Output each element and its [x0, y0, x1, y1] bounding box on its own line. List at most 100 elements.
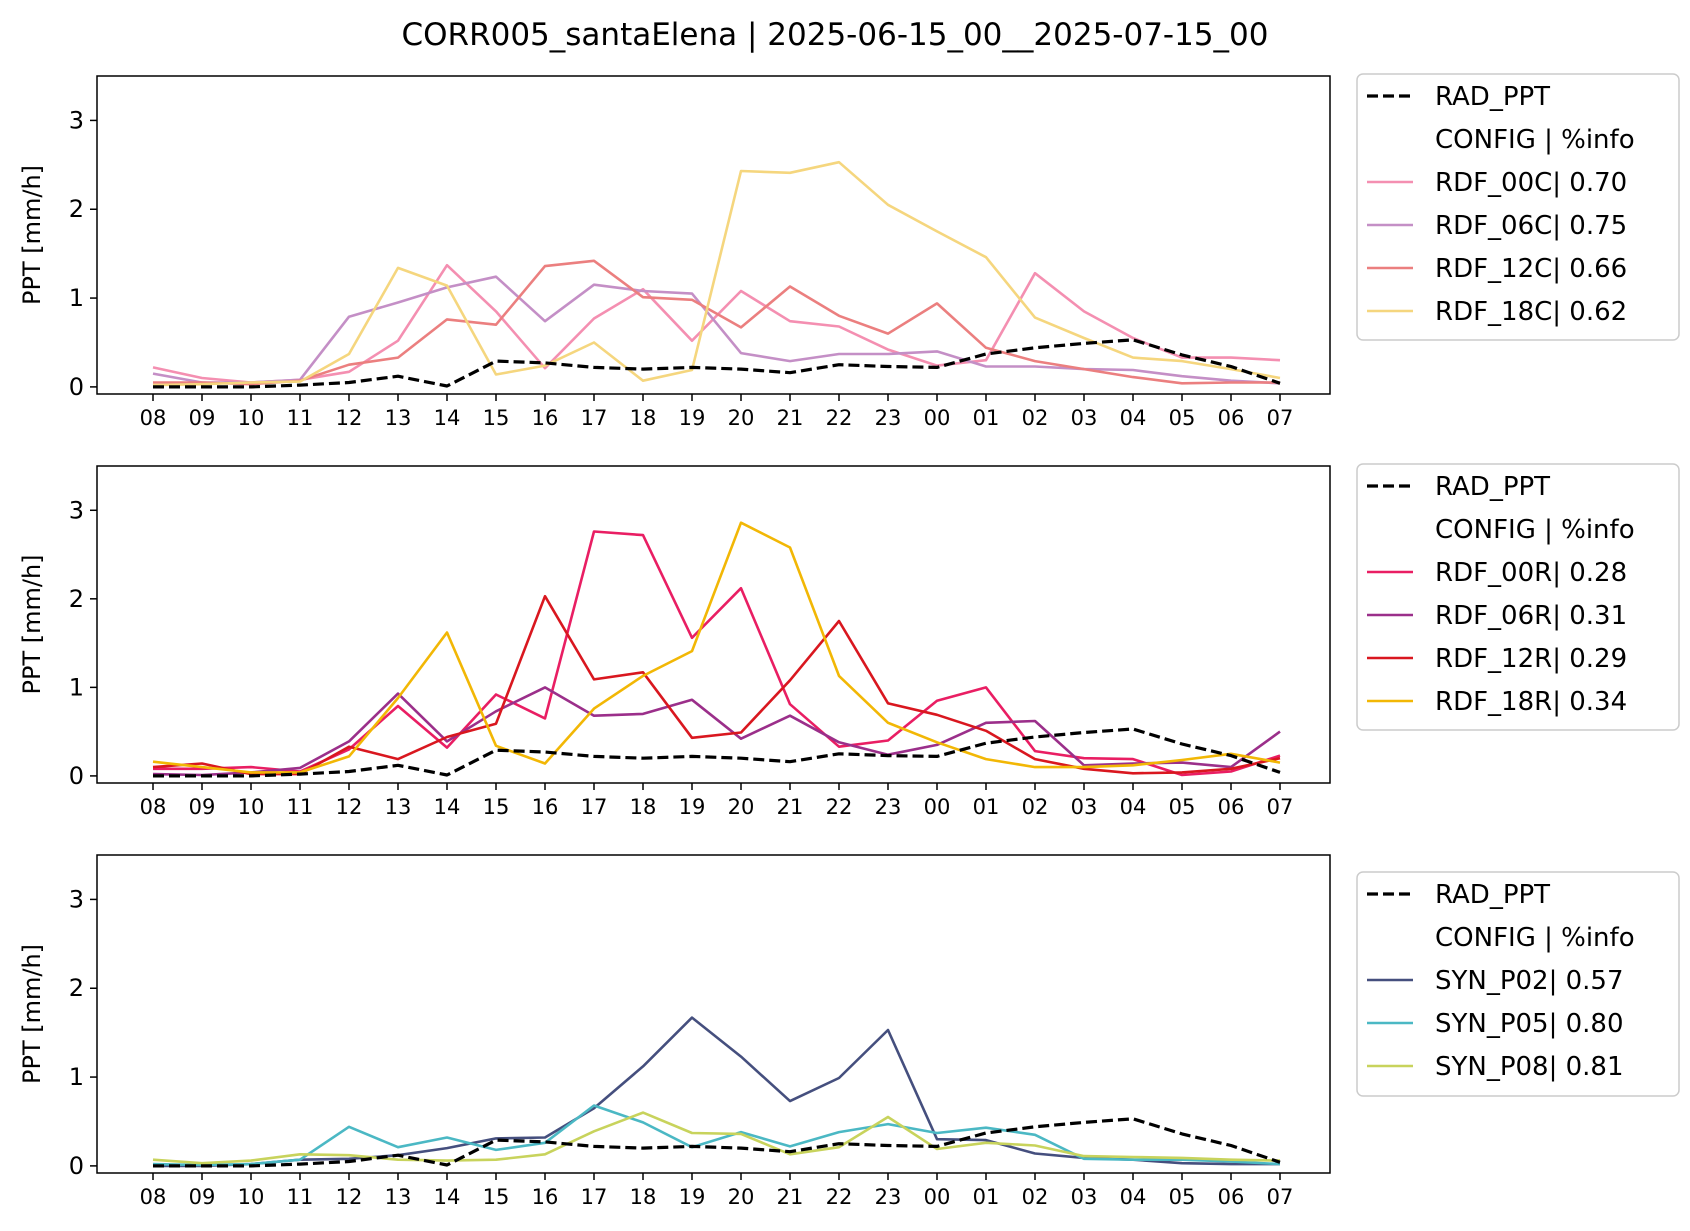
- x-tick-label: 11: [287, 406, 314, 430]
- x-tick-label: 20: [728, 406, 755, 430]
- x-tick-label: 07: [1267, 406, 1294, 430]
- x-tick-label: 21: [777, 795, 804, 819]
- x-tick-label: 23: [875, 795, 902, 819]
- x-tick-label: 15: [483, 1185, 510, 1209]
- legend-header: CONFIG | %info: [1435, 923, 1635, 953]
- x-tick-label: 18: [630, 1185, 657, 1209]
- x-tick-label: 13: [385, 406, 412, 430]
- x-tick-label: 13: [385, 795, 412, 819]
- series-line: [152, 686, 1281, 777]
- x-tick-label: 01: [973, 406, 1000, 430]
- x-tick-label: 10: [238, 795, 265, 819]
- x-tick-label: 15: [483, 795, 510, 819]
- y-tick-label: 3: [69, 106, 84, 134]
- y-tick-label: 0: [69, 373, 84, 401]
- series-line: [153, 259, 1280, 386]
- legend-label: SYN_P05| 0.80: [1435, 1009, 1624, 1039]
- x-tick-label: 20: [728, 795, 755, 819]
- x-tick-label: 12: [336, 1185, 363, 1209]
- legend-label: RDF_06R| 0.31: [1435, 601, 1627, 631]
- x-tick-label: 00: [924, 406, 951, 430]
- series-line: [152, 521, 1281, 774]
- chart-suptitle: CORR005_santaElena | 2025-06-15_00__2025…: [401, 17, 1268, 53]
- series-line: [152, 1111, 1281, 1165]
- x-tick-label: 17: [581, 406, 608, 430]
- axes-frame: [96, 75, 1331, 395]
- y-tick-label: 3: [69, 496, 84, 524]
- x-tick-label: 05: [1169, 1185, 1196, 1209]
- x-tick-label: 03: [1071, 795, 1098, 819]
- x-tick-label: 14: [434, 795, 461, 819]
- x-tick-label: 16: [532, 1185, 559, 1209]
- x-tick-label: 03: [1071, 1185, 1098, 1209]
- x-tick-label: 07: [1267, 1185, 1294, 1209]
- x-tick-label: 11: [287, 1185, 314, 1209]
- y-tick-label: 2: [69, 585, 84, 613]
- x-tick-label: 13: [385, 1185, 412, 1209]
- x-tick-label: 16: [532, 795, 559, 819]
- x-tick-label: 06: [1218, 406, 1245, 430]
- x-tick-label: 01: [973, 795, 1000, 819]
- y-tick-label: 2: [69, 974, 84, 1002]
- x-tick-label: 07: [1267, 795, 1294, 819]
- y-tick-label: 0: [69, 1152, 84, 1180]
- x-tick-label: 19: [679, 406, 706, 430]
- x-tick-label: 04: [1120, 795, 1147, 819]
- x-tick-label: 22: [826, 795, 853, 819]
- x-tick-label: 05: [1169, 406, 1196, 430]
- legend-label: RDF_06C| 0.75: [1435, 211, 1627, 241]
- series-line: [152, 263, 1281, 384]
- x-tick-label: 09: [189, 795, 216, 819]
- x-tick-label: 22: [826, 406, 853, 430]
- x-tick-label: 02: [1022, 406, 1049, 430]
- x-tick-label: 03: [1071, 406, 1098, 430]
- axes-frame: [96, 854, 1331, 1174]
- x-tick-label: 10: [238, 1185, 265, 1209]
- x-tick-label: 00: [924, 1185, 951, 1209]
- x-tick-label: 08: [140, 1185, 167, 1209]
- series-line: [152, 594, 1281, 776]
- x-tick-label: 16: [532, 406, 559, 430]
- series-line: [153, 1117, 1281, 1168]
- series-line: [153, 530, 1281, 777]
- legend-label: RDF_12R| 0.29: [1435, 644, 1627, 674]
- x-tick-label: 08: [140, 406, 167, 430]
- x-tick-label: 04: [1120, 406, 1147, 430]
- y-axis-label: PPT [mm/h]: [18, 554, 46, 694]
- x-tick-label: 04: [1120, 1185, 1147, 1209]
- x-tick-label: 10: [238, 406, 265, 430]
- x-tick-label: 06: [1218, 795, 1245, 819]
- y-tick-label: 2: [69, 195, 84, 223]
- legend-header: CONFIG | %info: [1435, 515, 1635, 545]
- x-tick-label: 23: [875, 1185, 902, 1209]
- x-tick-label: 01: [973, 1185, 1000, 1209]
- x-tick-label: 21: [777, 406, 804, 430]
- legend-label: RAD_PPT: [1435, 82, 1550, 112]
- x-tick-label: 02: [1022, 795, 1049, 819]
- legend-box: [1356, 73, 1680, 341]
- x-tick-label: 23: [875, 406, 902, 430]
- x-tick-label: 06: [1218, 1185, 1245, 1209]
- x-tick-label: 00: [924, 795, 951, 819]
- x-tick-label: 14: [434, 1185, 461, 1209]
- series-line: [152, 1104, 1281, 1167]
- y-tick-label: 1: [69, 284, 84, 312]
- legend-label: RDF_12C| 0.66: [1435, 254, 1627, 284]
- x-tick-label: 12: [336, 795, 363, 819]
- y-tick-label: 0: [69, 762, 84, 790]
- x-tick-label: 02: [1022, 1185, 1049, 1209]
- y-tick-label: 1: [69, 673, 84, 701]
- x-tick-label: 22: [826, 1185, 853, 1209]
- x-tick-label: 20: [728, 1185, 755, 1209]
- legend-header: CONFIG | %info: [1435, 125, 1635, 155]
- x-tick-label: 08: [140, 795, 167, 819]
- legend-box: [1356, 463, 1680, 731]
- x-tick-label: 21: [777, 1185, 804, 1209]
- legend-label: RDF_18R| 0.34: [1435, 687, 1627, 717]
- x-tick-label: 17: [581, 1185, 608, 1209]
- legend-label: RAD_PPT: [1435, 472, 1550, 502]
